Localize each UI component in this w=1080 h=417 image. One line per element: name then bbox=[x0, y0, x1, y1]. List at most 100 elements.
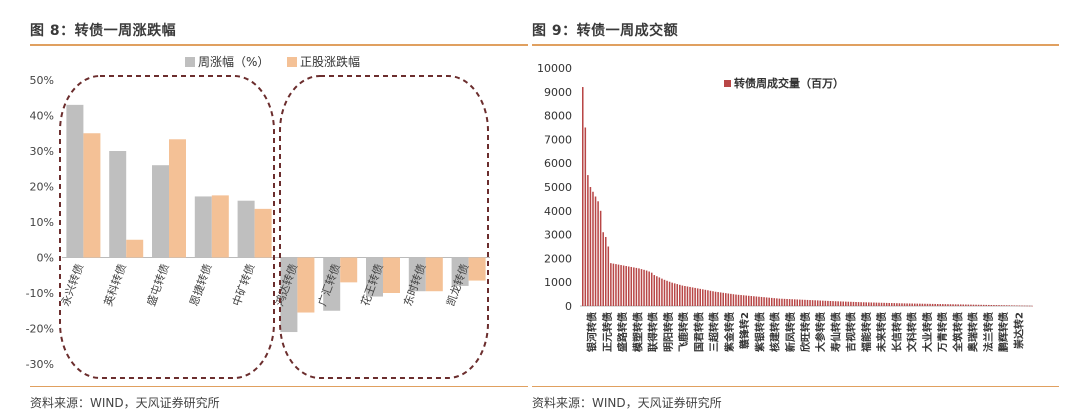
bar-volume bbox=[799, 299, 801, 306]
bar-volume bbox=[952, 304, 954, 306]
bar-volume bbox=[883, 302, 885, 306]
bar-volume bbox=[957, 304, 959, 306]
category-label: 全筑转债 bbox=[951, 312, 964, 353]
bar-volume bbox=[765, 297, 768, 306]
bar-volume bbox=[988, 304, 990, 306]
bar-weekly-change bbox=[408, 257, 426, 292]
bar-volume bbox=[824, 300, 827, 306]
y-tick-label: 6000 bbox=[544, 157, 572, 170]
bar-volume bbox=[604, 236, 607, 306]
bar-weekly-change bbox=[194, 196, 212, 258]
bar-volume bbox=[704, 289, 707, 306]
bar-volume bbox=[648, 271, 650, 306]
category-label: 恩捷转债 bbox=[186, 262, 214, 308]
bar-volume bbox=[699, 288, 702, 306]
category-label: 鹏辉转债 bbox=[997, 312, 1010, 352]
category-label: 国君转债 bbox=[692, 312, 705, 352]
bar-volume bbox=[635, 267, 638, 306]
bar-volume bbox=[770, 297, 773, 306]
bar-volume bbox=[732, 294, 735, 306]
bar-volume bbox=[582, 87, 584, 306]
bar-volume bbox=[816, 300, 819, 306]
bar-volume bbox=[1013, 305, 1016, 307]
category-label: 法兰转债 bbox=[982, 312, 995, 352]
bar-volume bbox=[727, 293, 730, 306]
bar-volume bbox=[760, 296, 763, 306]
bar-volume bbox=[788, 299, 791, 306]
bar-volume bbox=[834, 301, 837, 306]
bar-volume bbox=[965, 304, 967, 306]
bar-volume bbox=[615, 264, 617, 306]
bar-volume bbox=[977, 304, 980, 306]
bar-volume bbox=[1026, 305, 1028, 307]
figure-title: 图 9：转债一周成交额 bbox=[532, 23, 679, 39]
bar-volume bbox=[850, 301, 852, 306]
bar-volume bbox=[676, 284, 679, 306]
bar-volume bbox=[1031, 305, 1033, 307]
bar-volume bbox=[691, 287, 694, 306]
bar-volume bbox=[755, 296, 758, 306]
category-label: 吉视转债 bbox=[845, 312, 858, 352]
bar-volume bbox=[903, 303, 906, 306]
bar-weekly-change bbox=[451, 257, 469, 286]
bar-stock-change bbox=[383, 257, 400, 293]
bar-volume bbox=[993, 305, 995, 306]
y-tick-label: 10% bbox=[30, 216, 54, 229]
category-label: 永兴转债 bbox=[58, 262, 86, 308]
bar-volume bbox=[911, 303, 913, 306]
y-tick-label: 9000 bbox=[544, 86, 572, 99]
bar-volume bbox=[1028, 305, 1031, 307]
bar-volume bbox=[597, 201, 599, 306]
bar-volume bbox=[689, 286, 691, 306]
figure-title: 图 8：转债一周涨跌幅 bbox=[30, 23, 177, 39]
bar-volume bbox=[837, 301, 839, 306]
bar-volume bbox=[860, 302, 862, 306]
bar-volume bbox=[1011, 305, 1013, 306]
category-label: 奥瑞转债 bbox=[967, 312, 980, 352]
bar-volume bbox=[972, 304, 975, 306]
category-label: 中矿转债 bbox=[229, 262, 257, 308]
bar-volume bbox=[939, 304, 942, 306]
category-label: 明阳转债 bbox=[662, 312, 675, 352]
bar-volume bbox=[796, 299, 799, 306]
source-note: 资料来源：WIND，天风证券研究所 bbox=[532, 396, 722, 410]
bar-volume bbox=[763, 297, 765, 306]
title-rule bbox=[532, 44, 1059, 46]
bar-volume bbox=[829, 301, 832, 306]
bar-volume bbox=[880, 302, 883, 306]
bar-volume bbox=[622, 265, 625, 306]
figure-9-panel: 图 9：转债一周成交额 10000 9000 8000 7000 6000 5000 400… bbox=[532, 0, 1080, 417]
bar-weekly-change bbox=[66, 104, 84, 258]
bar-volume bbox=[617, 264, 620, 306]
bar-volume bbox=[1023, 305, 1026, 307]
bar-volume bbox=[663, 279, 666, 306]
title-rule bbox=[30, 44, 528, 46]
bar-stock-change bbox=[425, 257, 443, 292]
bar-volume bbox=[696, 288, 699, 306]
category-label: 盛路转债 bbox=[616, 312, 629, 352]
weekly-change-chart: 50% 40% 30% 20% 10% 0% -10% -20% -30% 周涨幅（%） 正股涨跌幅… bbox=[26, 54, 490, 379]
legend-label-volume: 转债周成交量（百万） bbox=[734, 76, 844, 90]
bar-volume bbox=[793, 299, 796, 306]
bar-volume bbox=[885, 302, 888, 306]
bar-volume bbox=[924, 303, 926, 306]
y-tick-label: 1000 bbox=[544, 276, 572, 289]
bar-volume bbox=[949, 304, 952, 306]
bar-volume bbox=[709, 290, 712, 306]
bar-volume bbox=[745, 295, 747, 306]
category-label: 福能转债 bbox=[860, 312, 873, 353]
bar-weekly-change bbox=[109, 151, 127, 258]
bar-volume bbox=[898, 303, 901, 306]
bar-volume bbox=[758, 296, 760, 306]
bar-volume bbox=[842, 301, 845, 306]
category-label: 英科转债 bbox=[101, 262, 129, 308]
bar-volume bbox=[587, 175, 589, 306]
bar-volume bbox=[814, 300, 816, 306]
bar-volume bbox=[714, 291, 717, 306]
bar-volume bbox=[592, 191, 594, 306]
bar-volume bbox=[671, 282, 673, 306]
bar-volume bbox=[919, 303, 921, 306]
bar-volume bbox=[620, 265, 622, 306]
bar-volume bbox=[896, 303, 898, 306]
figure-8-panel: 图 8：转债一周涨跌幅 50% 40% 30% 20% 10% 0% -10% -20% -30… bbox=[0, 0, 528, 417]
